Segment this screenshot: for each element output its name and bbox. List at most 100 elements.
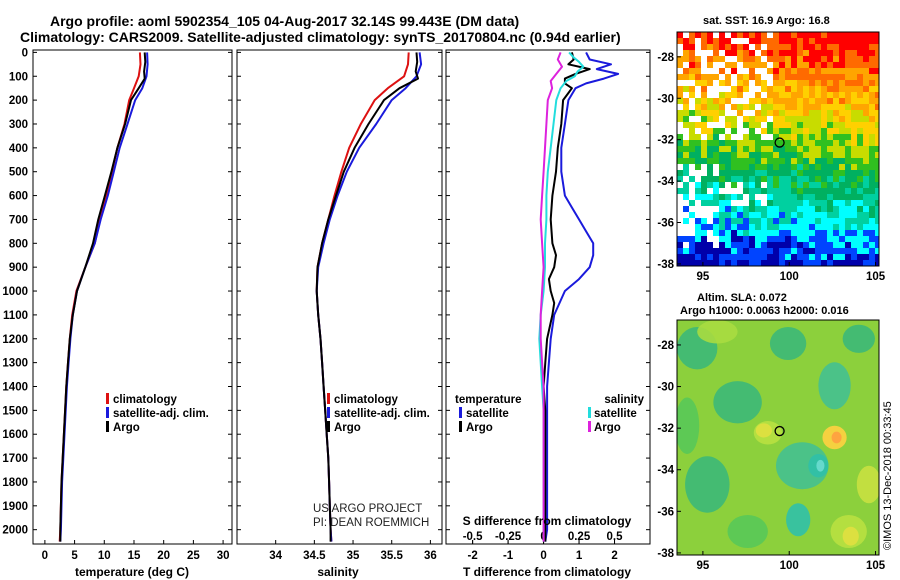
sst-cell: [707, 230, 713, 236]
sst-cell: [785, 110, 791, 116]
sst-cell: [815, 134, 821, 140]
sst-cell: [707, 224, 713, 230]
sst-cell: [689, 182, 695, 188]
sst-cell: [695, 242, 701, 248]
sst-cell: [677, 236, 683, 242]
x-tick-label: 2: [611, 550, 617, 562]
sst-cell: [701, 230, 707, 236]
sst-cell: [713, 110, 719, 116]
sst-cell: [773, 188, 779, 194]
sst-cell: [707, 248, 713, 254]
legend-label-t-argo: Argo: [466, 422, 493, 434]
sst-cell: [737, 152, 743, 158]
sst-cell: [857, 152, 863, 158]
sst-cell: [737, 230, 743, 236]
sst-cell: [869, 128, 875, 134]
sst-cell: [803, 74, 809, 80]
sst-cell: [803, 32, 809, 38]
sst-cell: [815, 152, 821, 158]
sst-cell: [767, 86, 773, 92]
sst-cell: [761, 68, 767, 74]
sst-cell: [809, 206, 815, 212]
sst-cell: [719, 80, 725, 86]
sst-cell: [749, 86, 755, 92]
sst-cell: [701, 218, 707, 224]
sst-cell: [791, 188, 797, 194]
sst-cell: [779, 146, 785, 152]
sst-cell: [791, 86, 797, 92]
sst-cell: [875, 152, 879, 158]
sst-cell: [719, 200, 725, 206]
sst-cell: [785, 254, 791, 260]
sst-cell: [809, 170, 815, 176]
sst-cell: [767, 170, 773, 176]
sst-cell: [755, 200, 761, 206]
sst-cell: [755, 44, 761, 50]
sst-cell: [707, 86, 713, 92]
sst-cell: [821, 86, 827, 92]
sst-cell: [737, 200, 743, 206]
sst-cell: [797, 176, 803, 182]
sst-cell: [749, 62, 755, 68]
sst-cell: [677, 38, 683, 44]
sst-cell: [773, 254, 779, 260]
sst-cell: [749, 170, 755, 176]
sst-cell: [797, 242, 803, 248]
sst-cell: [857, 140, 863, 146]
sst-cell: [761, 44, 767, 50]
sst-cell: [683, 98, 689, 104]
sst-cell: [809, 134, 815, 140]
sst-cell: [761, 134, 767, 140]
sst-cell: [821, 74, 827, 80]
sst-cell: [677, 224, 683, 230]
sst-cell: [761, 224, 767, 230]
sst-cell: [755, 74, 761, 80]
sst-cell: [797, 44, 803, 50]
sst-cell: [719, 206, 725, 212]
sst-cell: [707, 68, 713, 74]
sst-cell: [803, 188, 809, 194]
sst-cell: [869, 182, 875, 188]
sst-cell: [737, 68, 743, 74]
sst-cell: [713, 92, 719, 98]
sst-cell: [833, 230, 839, 236]
sst-cell: [737, 212, 743, 218]
sst-cell: [779, 74, 785, 80]
sst-cell: [833, 152, 839, 158]
sst-cell: [689, 164, 695, 170]
sst-cell: [803, 98, 809, 104]
sst-cell: [773, 212, 779, 218]
sst-cell: [755, 188, 761, 194]
sst-cell: [695, 98, 701, 104]
sst-cell: [869, 98, 875, 104]
sst-cell: [755, 92, 761, 98]
sst-cell: [731, 248, 737, 254]
sst-cell: [857, 200, 863, 206]
sst-cell: [683, 206, 689, 212]
depth-tick-label: 1700: [2, 453, 28, 465]
sst-cell: [803, 44, 809, 50]
series-group: [538, 51, 620, 542]
sst-cell: [725, 182, 731, 188]
sst-cell: [707, 236, 713, 242]
sst-cell: [833, 86, 839, 92]
sst-cell: [743, 98, 749, 104]
sst-cell: [833, 110, 839, 116]
sst-cell: [731, 104, 737, 110]
sst-cell: [827, 134, 833, 140]
sst-cell: [773, 140, 779, 146]
sst-cell: [695, 164, 701, 170]
sla-lat-label: -36: [657, 506, 674, 518]
sst-cell: [803, 194, 809, 200]
sst-cell: [815, 254, 821, 260]
series-line-climatology: [315, 52, 410, 542]
sst-cell: [779, 200, 785, 206]
sst-cell: [851, 152, 857, 158]
sst-cell: [857, 212, 863, 218]
sst-cell: [743, 206, 749, 212]
sst-cell: [803, 164, 809, 170]
sst-cell: [791, 110, 797, 116]
sst-cell: [761, 92, 767, 98]
sst-cell: [761, 170, 767, 176]
sst-cell: [845, 212, 851, 218]
